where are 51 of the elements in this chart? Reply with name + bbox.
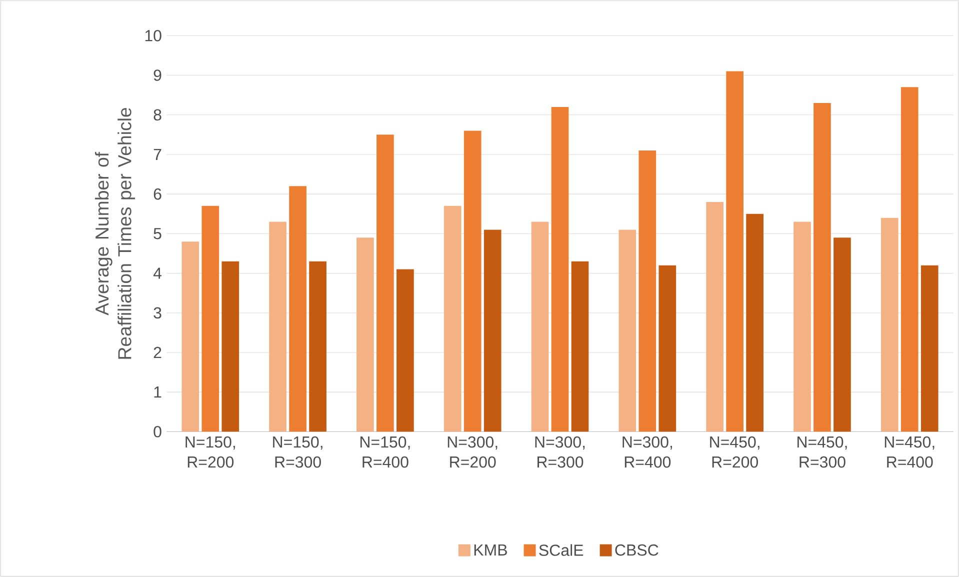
bar [222, 261, 240, 432]
y-tick-label: 4 [153, 268, 162, 279]
bar [658, 265, 676, 432]
bar [396, 269, 414, 432]
y-tick-label: 1 [154, 386, 162, 398]
bar [551, 106, 569, 432]
bar [638, 150, 656, 432]
bar [571, 261, 589, 432]
x-tick-label: N=450, R=200 [710, 436, 760, 468]
x-tick-label: N=300, R=400 [622, 436, 672, 468]
bar [309, 261, 326, 432]
bar [289, 186, 306, 432]
legend-label: SCalE [539, 544, 584, 556]
bar [726, 71, 744, 432]
bar [814, 102, 831, 432]
bar [794, 222, 811, 432]
x-tick-label: N=150, R=400 [360, 436, 410, 468]
bar [706, 202, 724, 432]
y-axis-title: Average Number of Reaffiliation Times per Vehicle [94, 108, 136, 359]
bar [746, 214, 764, 432]
bar [464, 130, 482, 432]
y-tick-label: 9 [154, 70, 162, 81]
y-tick-label: 5 [154, 228, 162, 240]
bar [880, 218, 898, 432]
bar [484, 230, 502, 432]
y-tick-label: 7 [154, 148, 162, 160]
bar [900, 87, 918, 432]
y-tick-label: 8 [154, 109, 162, 121]
bar [444, 206, 462, 432]
y-tick-label: 3 [154, 307, 162, 319]
x-tick-label: N=150, R=300 [273, 436, 322, 468]
x-tick-label: N=150, R=200 [186, 436, 235, 468]
bar [182, 242, 200, 432]
x-tick-label: N=450, R=300 [798, 436, 847, 468]
y-tick-label: 10 [145, 30, 162, 42]
legend-label: KMB [474, 544, 507, 556]
bar [531, 222, 549, 432]
bar [356, 238, 374, 432]
x-tick-label: N=450, R=400 [884, 436, 934, 468]
bar [202, 206, 220, 432]
bar [920, 265, 938, 432]
x-tick-label: N=300, R=200 [448, 436, 498, 468]
legend-label: CBSC [615, 544, 658, 556]
bar [618, 230, 636, 432]
y-tick-label: 6 [154, 188, 162, 200]
x-tick-label: N=300, R=300 [535, 436, 585, 468]
y-tick-label: 0 [154, 426, 162, 438]
bar [269, 222, 286, 432]
bar [376, 134, 394, 432]
y-tick-label: 2 [154, 346, 162, 358]
bar [834, 238, 851, 432]
